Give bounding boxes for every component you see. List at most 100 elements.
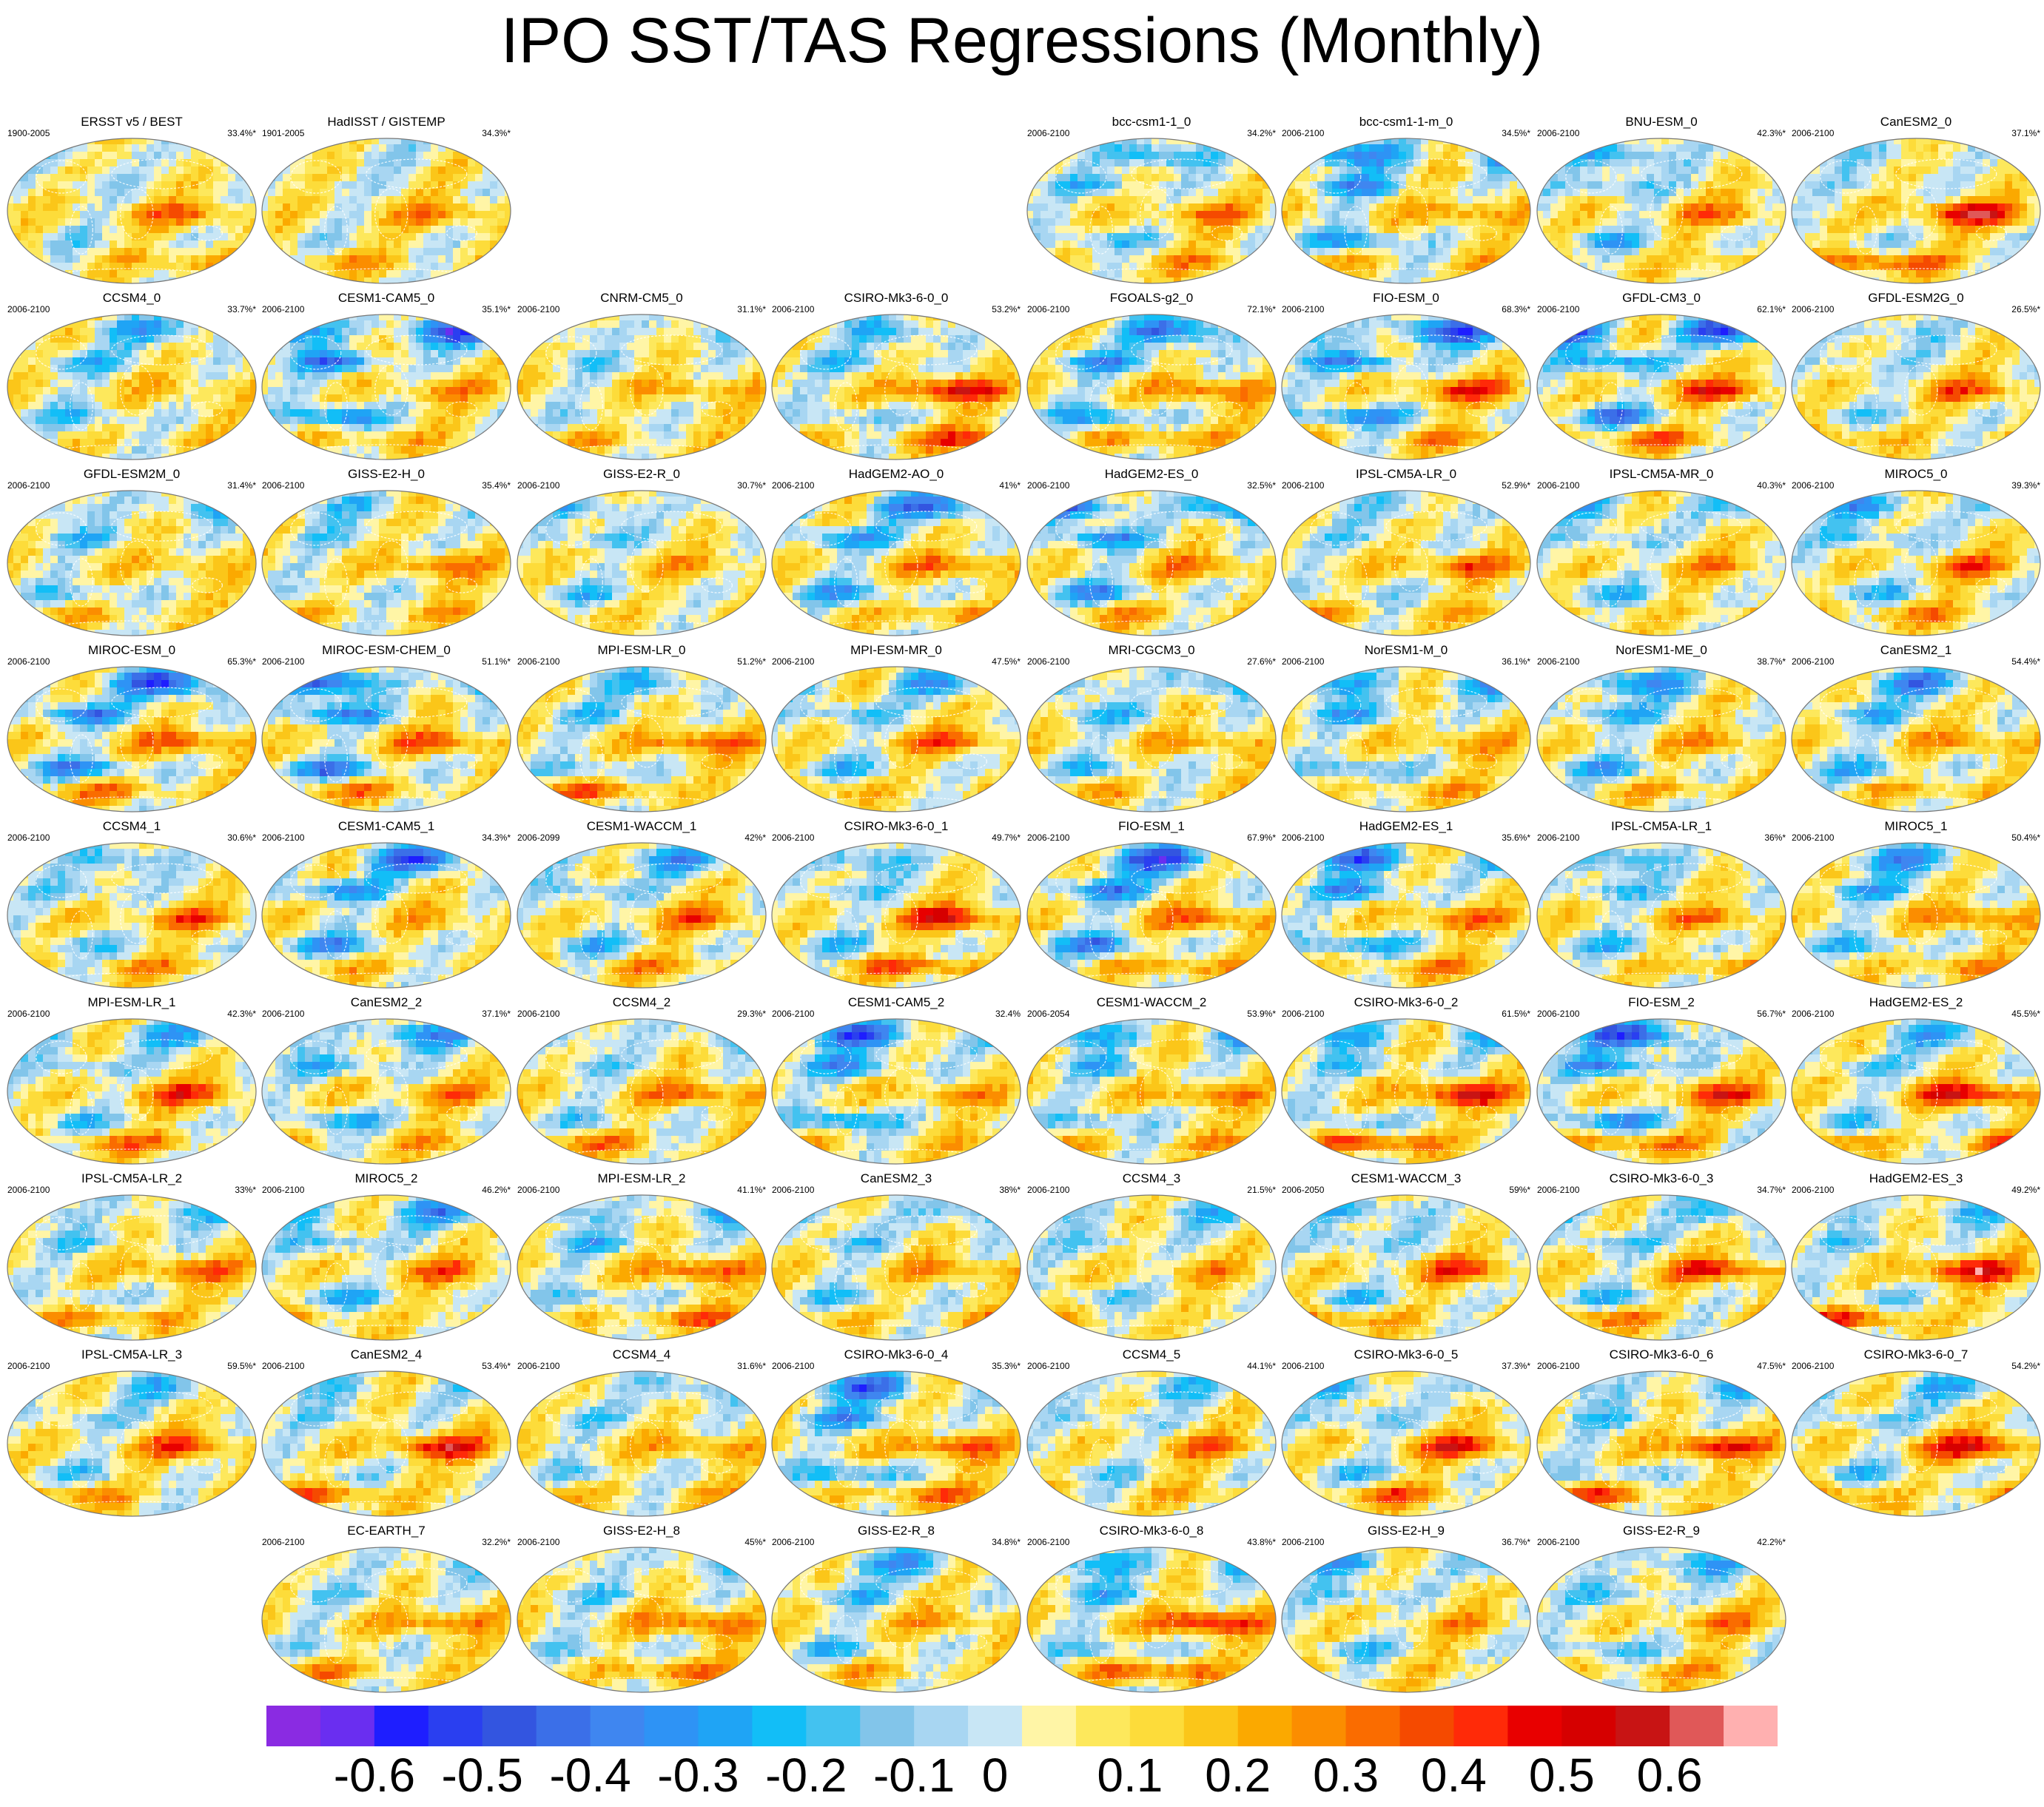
- map-cell: [124, 446, 132, 454]
- map-cell: [161, 365, 169, 373]
- map-cell: [1226, 248, 1234, 256]
- map-cell: [1565, 196, 1573, 204]
- map-cell: [1923, 196, 1932, 204]
- map-cell: [1938, 144, 1946, 152]
- map-cell: [1115, 255, 1123, 263]
- map-cell: [87, 424, 95, 432]
- map-cell: [275, 277, 283, 283]
- map-cell: [1196, 226, 1204, 234]
- map-cell: [21, 277, 29, 283]
- map-cell: [221, 263, 229, 271]
- map-cell: [1543, 240, 1551, 249]
- map-cell: [2027, 174, 2035, 182]
- map-cell: [221, 409, 229, 417]
- map-cell: [1792, 248, 1798, 256]
- map-cell: [1517, 263, 1525, 271]
- map-cell: [1055, 189, 1063, 197]
- map-cell: [320, 203, 328, 212]
- map-cell: [228, 343, 236, 351]
- map-cell: [394, 166, 402, 175]
- map-cell: [206, 263, 214, 271]
- map-cell: [65, 328, 73, 336]
- map-cell: [191, 431, 199, 440]
- map-cell: [28, 446, 36, 454]
- map-cell: [43, 394, 51, 403]
- coastline-outline: [1976, 225, 2008, 241]
- map-cell: [1480, 226, 1488, 234]
- map-cell: [1376, 233, 1385, 241]
- map-cell: [1391, 181, 1399, 189]
- map-cell: [132, 320, 140, 329]
- map-cell: [1909, 152, 1917, 160]
- map-cell: [1543, 189, 1551, 197]
- map-cell: [139, 138, 147, 145]
- coastline-outline: [1140, 188, 1174, 240]
- map-cell: [1938, 248, 1946, 256]
- map-cell: [1510, 240, 1518, 249]
- map-cell: [1983, 189, 1991, 197]
- map-cell: [21, 343, 29, 351]
- map-cell: [1196, 196, 1204, 204]
- map-cell: [1849, 189, 1858, 197]
- map-cell: [2012, 166, 2020, 175]
- map-cell: [1872, 189, 1880, 197]
- map-cell: [1240, 211, 1248, 219]
- map-cell: [1041, 240, 1049, 249]
- map-cell: [1181, 152, 1189, 160]
- map-cell: [1033, 144, 1041, 152]
- map-cell: [1946, 144, 1954, 152]
- map-cell: [416, 314, 424, 321]
- map-cell: [475, 138, 483, 145]
- map-cell: [1602, 277, 1610, 283]
- map-cell: [1886, 174, 1895, 182]
- map-cell: [1835, 181, 1843, 189]
- map-cell: [221, 394, 229, 403]
- map-cell: [139, 144, 147, 152]
- map-cell: [1144, 138, 1152, 145]
- map-cell: [50, 159, 58, 167]
- map-cell: [87, 380, 95, 388]
- map-cell: [1041, 255, 1049, 263]
- map-cell: [2012, 248, 2020, 256]
- map-cell: [176, 144, 184, 152]
- map-cell: [2020, 196, 2028, 204]
- map-cell: [1465, 152, 1473, 160]
- map-cell: [1196, 152, 1204, 160]
- map-cell: [327, 159, 335, 167]
- map-cell: [1872, 270, 1880, 278]
- map-cell: [95, 357, 103, 366]
- map-cell: [297, 314, 306, 321]
- map-cell: [1137, 152, 1145, 160]
- map-cell: [235, 211, 243, 219]
- map-cell: [1983, 277, 1991, 283]
- map-cell: [394, 270, 402, 278]
- panel-period-label: 2006-2100: [1282, 128, 1324, 138]
- map-cell: [50, 233, 58, 241]
- map-cell: [1728, 248, 1736, 256]
- map-cell: [1517, 174, 1525, 182]
- map-cell: [7, 409, 14, 417]
- map-cell: [1092, 181, 1100, 189]
- map-cell: [235, 402, 243, 410]
- map-cell: [268, 203, 276, 212]
- map-cell: [1070, 233, 1078, 241]
- map-cell: [191, 454, 199, 460]
- map-cell: [2020, 174, 2028, 182]
- map-cell: [110, 328, 118, 336]
- map-cell: [1048, 226, 1056, 234]
- map-cell: [1428, 270, 1436, 278]
- map-cell: [460, 226, 468, 234]
- map-cell: [28, 211, 36, 219]
- map-cell: [176, 350, 184, 358]
- map-cell: [1517, 270, 1525, 278]
- map-cell: [290, 328, 298, 336]
- map-cell: [191, 181, 199, 189]
- map-cell: [7, 387, 14, 395]
- panel-period-label: 2006-2100: [1537, 128, 1579, 138]
- map-cell: [169, 189, 177, 197]
- map-cell: [1543, 144, 1551, 152]
- map-cell: [2012, 233, 2020, 241]
- map-cell: [1480, 233, 1488, 241]
- map-cell: [1510, 159, 1518, 167]
- map-cell: [1480, 255, 1488, 263]
